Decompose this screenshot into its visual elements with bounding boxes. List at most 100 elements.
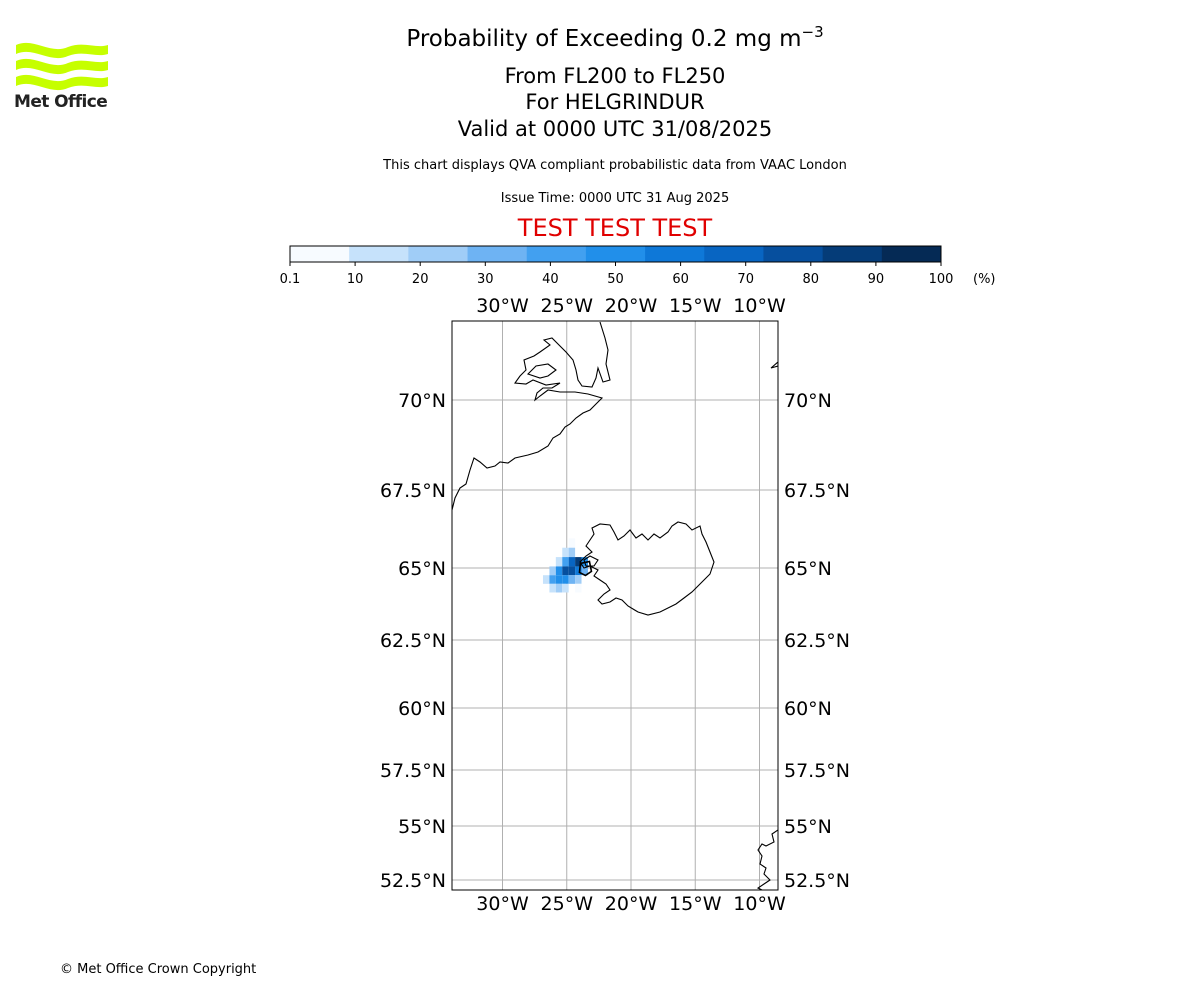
colorbar-swatch-3 — [467, 246, 528, 262]
probability-cell — [542, 575, 550, 584]
lon-label-top: 20°W — [605, 295, 658, 317]
lat-label-left: 60°N — [398, 698, 446, 720]
lon-label-top: 15°W — [669, 295, 722, 317]
probability-cell — [555, 583, 563, 593]
probability-cell — [575, 583, 582, 593]
met-office-logo-text: Met Office — [14, 92, 108, 112]
test-banner: TEST TEST TEST — [517, 214, 713, 242]
lon-label-bottom: 10°W — [733, 893, 786, 915]
colorbar-tick-label: 70 — [737, 272, 754, 287]
colorbar-tick-label: 10 — [347, 272, 364, 287]
colorbar-tick-label: 100 — [929, 272, 954, 287]
probability-cell — [568, 566, 576, 576]
probability-cell — [562, 557, 569, 567]
colorbar-swatch-10 — [881, 246, 942, 262]
lat-label-left: 57.5°N — [380, 760, 446, 782]
location-subtitle: For HELGRINDUR — [525, 90, 705, 114]
issue-time: Issue Time: 0000 UTC 31 Aug 2025 — [500, 191, 730, 206]
probability-cell — [575, 557, 582, 567]
colorbar-tick-label: 0.1 — [280, 272, 301, 287]
colorbar-swatch-4 — [526, 246, 587, 262]
probability-cell — [568, 538, 576, 548]
greenland-coastline — [452, 321, 611, 511]
colorbar-swatch-5 — [585, 246, 646, 262]
colorbar-swatch-9 — [822, 246, 883, 262]
colorbar-swatch-8 — [763, 246, 824, 262]
map-gridlines — [452, 321, 778, 890]
probability-cell — [568, 557, 576, 567]
lat-label-right: 52.5°N — [784, 870, 850, 892]
lat-label-right: 67.5°N — [784, 480, 850, 502]
colorbar-swatch-1 — [349, 246, 409, 262]
probability-cell — [562, 547, 569, 558]
lat-label-right: 55°N — [784, 816, 832, 838]
map-background — [452, 321, 778, 890]
colorbar: 0.1 10 20 30 40 50 60 70 80 90 100 (%) — [280, 245, 996, 287]
chart-description: This chart displays QVA compliant probab… — [383, 158, 847, 173]
probability-cell — [581, 566, 588, 576]
lat-label-left: 70°N — [398, 390, 446, 412]
lat-label-left: 67.5°N — [380, 480, 446, 502]
chart-title-text: Probability of Exceeding 0.2 mg m — [406, 26, 802, 52]
probability-cell — [562, 575, 569, 584]
colorbar-tick-label: 90 — [868, 272, 885, 287]
map-area — [451, 320, 779, 891]
lat-label-right: 62.5°N — [784, 630, 850, 652]
colorbar-tick-label: 50 — [607, 272, 624, 287]
chart-title-exponent: −3 — [801, 23, 824, 41]
colorbar-tick-label: 60 — [672, 272, 689, 287]
lon-label-bottom: 25°W — [541, 893, 594, 915]
colorbar-swatch-0 — [290, 246, 350, 262]
colorbar-tick-label: 20 — [412, 272, 429, 287]
probability-cell — [549, 566, 556, 576]
colorbar-tick-label: 30 — [477, 272, 494, 287]
probability-cell — [549, 583, 556, 593]
lat-label-right: 65°N — [784, 558, 832, 580]
probability-cell — [562, 583, 569, 593]
lat-label-left: 52.5°N — [380, 870, 446, 892]
probability-cell — [562, 566, 569, 576]
lon-label-bottom: 20°W — [605, 893, 658, 915]
map-frame — [451, 320, 779, 891]
lat-label-left: 62.5°N — [380, 630, 446, 652]
probability-cell — [555, 575, 563, 584]
colorbar-tick-label: 80 — [803, 272, 820, 287]
probability-cell — [555, 557, 563, 567]
jan-mayen-coast — [770, 361, 778, 369]
lon-label-bottom: 15°W — [669, 893, 722, 915]
volcano-outline — [578, 560, 593, 577]
probability-field — [542, 538, 588, 593]
probability-cell — [568, 575, 576, 584]
probability-cell — [575, 575, 582, 584]
colorbar-swatch-6 — [645, 246, 705, 262]
met-office-logo-waves — [16, 42, 108, 91]
chart-title: Probability of Exceeding 0.2 mg m−3 — [0, 23, 1200, 52]
probability-cell — [549, 575, 556, 584]
volcano-marker — [578, 560, 593, 577]
lon-label-top: 10°W — [733, 295, 786, 317]
flight-level-subtitle: From FL200 to FL250 — [504, 64, 726, 88]
copyright: © Met Office Crown Copyright — [60, 962, 257, 977]
lat-label-left: 55°N — [398, 816, 446, 838]
uk-ireland-coastline — [756, 829, 778, 890]
greenland-inlet — [526, 363, 557, 379]
probability-cell — [568, 547, 576, 558]
iceland-peninsula — [583, 555, 599, 567]
lat-label-right: 60°N — [784, 698, 832, 720]
probability-cell — [575, 566, 582, 576]
colorbar-swatch-7 — [704, 246, 764, 262]
valid-time-subtitle: Valid at 0000 UTC 31/08/2025 — [457, 117, 773, 141]
iceland-coastline — [579, 521, 715, 616]
coastlines — [452, 321, 778, 890]
lat-label-left: 65°N — [398, 558, 446, 580]
colorbar-swatch-2 — [408, 246, 469, 262]
lon-label-top: 25°W — [541, 295, 594, 317]
probability-cell — [555, 566, 563, 576]
colorbar-unit: (%) — [973, 272, 996, 287]
lat-label-right: 57.5°N — [784, 760, 850, 782]
lon-label-bottom: 30°W — [476, 893, 529, 915]
lon-label-top: 30°W — [476, 295, 529, 317]
lat-label-right: 70°N — [784, 390, 832, 412]
colorbar-tick-label: 40 — [542, 272, 559, 287]
